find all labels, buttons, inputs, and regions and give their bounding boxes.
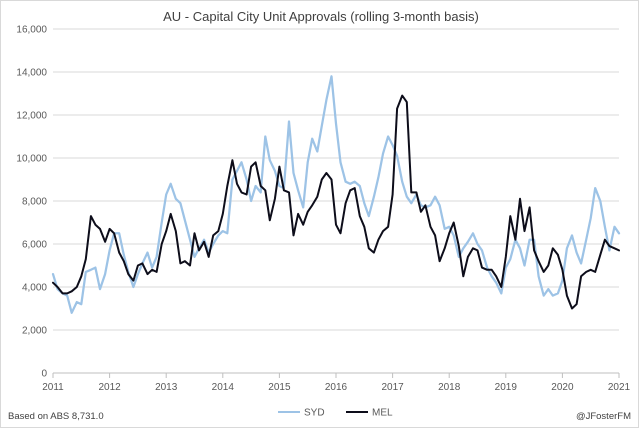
x-tick-label: 2013 — [155, 382, 178, 393]
y-tick-label: 16,000 — [16, 25, 47, 36]
x-axis-ticks: 2011 2012 2013 2014 2015 2016 2017 2018 2019 2020… — [42, 373, 631, 393]
x-tick-label: 2018 — [438, 382, 461, 393]
y-tick-label: 8,000 — [22, 197, 47, 208]
x-tick-label: 2021 — [608, 382, 631, 393]
y-tick-label: 6,000 — [22, 240, 47, 251]
x-tick-label: 2017 — [381, 382, 404, 393]
grid — [53, 28, 619, 331]
x-tick-label: 2014 — [212, 382, 235, 393]
series-line-syd — [51, 75, 621, 314]
chart-title: AU - Capital City Unit Approvals (rollin… — [163, 9, 479, 24]
y-tick-label: 10,000 — [16, 154, 47, 165]
x-tick-label: 2011 — [42, 382, 64, 393]
x-tick-label: 2015 — [268, 382, 291, 393]
y-tick-label: 12,000 — [16, 111, 47, 122]
x-tick-label: 2020 — [551, 382, 574, 393]
y-tick-label: 14,000 — [16, 68, 47, 79]
y-tick-label: 2,000 — [22, 326, 47, 337]
x-tick-label: 2019 — [495, 382, 518, 393]
y-axis-ticks: 0 2,000 4,000 6,000 8,000 10,000 12,000 14,000 1… — [16, 25, 47, 380]
series-line-mel — [52, 94, 620, 310]
legend-label-mel: MEL — [372, 408, 393, 419]
legend: SYD MEL — [278, 408, 393, 419]
x-tick-label: 2016 — [325, 382, 348, 393]
series-lines — [51, 75, 621, 314]
author-handle: @JFosterFM — [576, 411, 631, 422]
legend-label-syd: SYD — [304, 408, 325, 419]
x-tick-label: 2012 — [98, 382, 121, 393]
y-tick-label: 0 — [41, 369, 47, 380]
source-note: Based on ABS 8,731.0 — [8, 411, 104, 422]
y-tick-label: 4,000 — [22, 283, 47, 294]
